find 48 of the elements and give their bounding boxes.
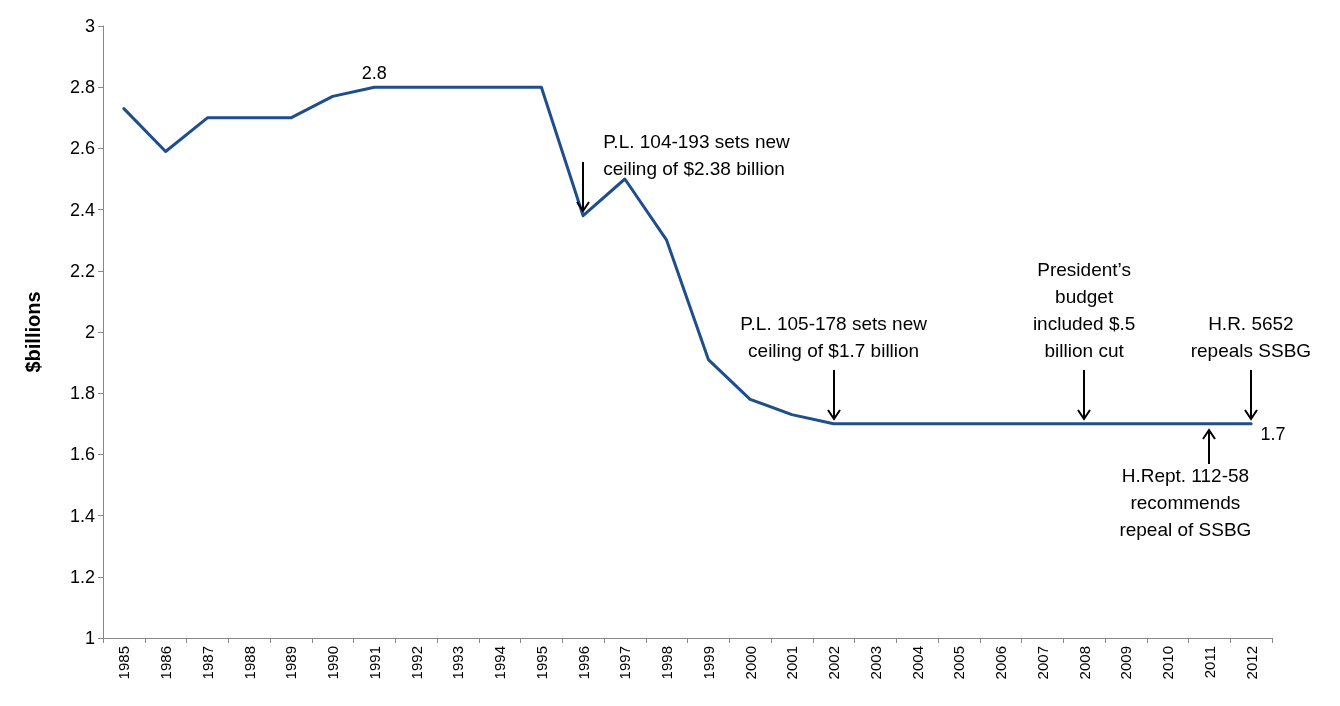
x-tick-label: 2006 — [992, 646, 1010, 680]
x-tick-label: 1989 — [282, 646, 300, 680]
y-tick-label: 1.4 — [69, 505, 95, 526]
y-axis-title: $billions — [22, 291, 44, 373]
line-series — [122, 85, 1253, 426]
x-tick-label: 1997 — [616, 646, 634, 680]
x-tick-label: 2000 — [741, 646, 759, 680]
annotation: H.Rept. 112-58 recommends repeal of SSBG — [1119, 463, 1252, 542]
x-tick-label: 2001 — [783, 646, 801, 680]
x-tick-label: 2002 — [825, 646, 843, 680]
x-tick-label: 2003 — [866, 646, 884, 680]
x-tick-label: 1986 — [157, 646, 175, 680]
y-tick-label: 1 — [84, 628, 95, 648]
x-tick-label: 1991 — [365, 646, 383, 680]
y-tick-label: 2.4 — [69, 199, 95, 220]
annotation: President’s budget included $.5 billion cut — [1032, 257, 1136, 363]
x-tick-label: 1993 — [449, 646, 467, 680]
y-tick-label: 2.2 — [69, 260, 95, 281]
x-tick-label: 1992 — [407, 646, 425, 680]
x-tick-label: 2009 — [1117, 646, 1135, 680]
x-tick-label: 2012 — [1242, 646, 1260, 680]
x-tick-label: 1988 — [240, 646, 258, 680]
x-tick-label: 1996 — [574, 646, 592, 680]
y-tick-label: 2 — [84, 322, 95, 342]
data-label: 1.7 — [1260, 423, 1286, 444]
x-tick-label: 1990 — [324, 646, 342, 680]
y-tick-label: 1.8 — [69, 383, 95, 404]
x-tick-label: 1985 — [115, 646, 133, 680]
annotation: P.L. 105-178 sets new ceiling of $1.7 billion — [740, 311, 927, 363]
x-tick-label: 1995 — [532, 646, 550, 680]
x-tick-label: 2008 — [1075, 646, 1093, 680]
y-tick-label: 3 — [84, 16, 95, 36]
x-tick-label: 2007 — [1033, 646, 1051, 680]
y-tick-label: 2.6 — [69, 138, 95, 159]
y-tick-label: 1.2 — [69, 566, 95, 587]
x-tick-label: 1999 — [699, 646, 717, 680]
x-tick-label: 2005 — [950, 646, 968, 680]
y-tick-label: 1.6 — [69, 444, 95, 465]
x-tick-label: 2004 — [908, 646, 926, 680]
x-tick-label: 2010 — [1159, 646, 1177, 680]
y-tick-label: 2.8 — [69, 77, 95, 98]
x-tick-label: 1998 — [658, 646, 676, 680]
x-tick-label: 1994 — [491, 646, 509, 680]
x-tick-label: 1987 — [198, 646, 216, 680]
annotation: H.R. 5652 repeals SSBG — [1190, 311, 1312, 363]
x-tick-label: 2011 — [1200, 646, 1218, 679]
annotation: P.L. 104-193 sets new ceiling of $2.38 billion — [603, 129, 790, 181]
data-label: 2.8 — [361, 63, 387, 84]
